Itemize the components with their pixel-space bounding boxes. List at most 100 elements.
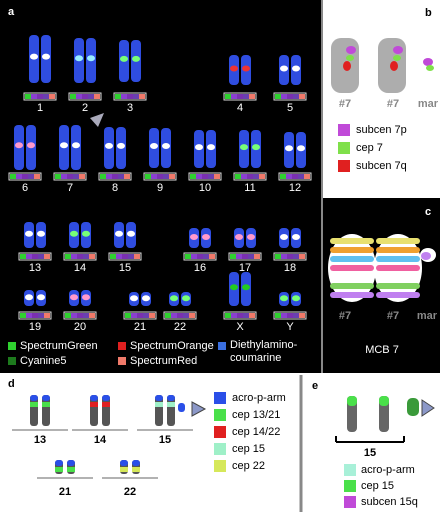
band-cell xyxy=(275,254,281,259)
band-cell xyxy=(71,254,77,259)
legend-swatch xyxy=(344,464,356,476)
legend-swatch xyxy=(218,342,226,350)
legend-text: SpectrumRed xyxy=(130,355,197,367)
fish-signal xyxy=(190,234,198,240)
fish-signal xyxy=(393,55,401,61)
band-cell xyxy=(231,94,237,99)
fish-signal xyxy=(167,395,175,401)
band-cell xyxy=(183,313,189,318)
fish-signal xyxy=(132,460,140,466)
fish-signal xyxy=(346,55,354,61)
mcb-band xyxy=(376,238,420,244)
band-cell xyxy=(165,313,171,318)
band-cell xyxy=(77,313,83,318)
fish-signal xyxy=(195,144,203,151)
band-cell xyxy=(137,313,143,318)
fish-signal xyxy=(132,55,140,62)
band-cell xyxy=(116,254,122,259)
fish-signal xyxy=(60,142,68,149)
fish-signal xyxy=(155,402,163,407)
chromosome-label: 7 xyxy=(67,182,73,194)
fish-signal xyxy=(207,144,215,151)
chromosome-label: mar xyxy=(417,310,438,322)
fish-signal xyxy=(72,142,80,149)
group-label: 15 xyxy=(159,434,171,446)
panel-label: d xyxy=(8,378,15,390)
arrowhead xyxy=(421,399,435,417)
chromosome-label: #7 xyxy=(387,98,399,110)
chromosome-label: 3 xyxy=(127,102,133,114)
band-cell xyxy=(225,94,231,99)
fish-signal xyxy=(102,402,110,407)
band-cell xyxy=(259,174,265,179)
band-cell xyxy=(249,94,255,99)
chromosome-label: 21 xyxy=(134,321,146,333)
fish-signal xyxy=(390,61,398,71)
fish-signal xyxy=(105,142,113,149)
chromosome-label: 1 xyxy=(37,102,43,114)
band-cell xyxy=(94,94,100,99)
band-cell xyxy=(214,174,220,179)
fish-signal xyxy=(202,234,210,240)
band-cell xyxy=(281,313,287,318)
fish-signal xyxy=(150,143,158,149)
band-cell xyxy=(25,94,31,99)
fish-signal xyxy=(393,46,403,54)
legend-swatch xyxy=(214,426,226,438)
fish-signal xyxy=(292,234,300,240)
chromosome-label: 20 xyxy=(74,321,86,333)
band-cell xyxy=(275,94,281,99)
legend-text: SpectrumGreen xyxy=(20,340,98,352)
band-cell xyxy=(237,313,243,318)
legend-swatch xyxy=(344,496,356,508)
chromosome-label: #7 xyxy=(339,98,351,110)
fish-signal xyxy=(178,403,185,412)
legend-swatch xyxy=(214,460,226,472)
mcb-band xyxy=(330,283,374,289)
legend-swatch xyxy=(338,124,350,136)
fish-signal xyxy=(242,284,250,291)
panel-label: a xyxy=(8,6,15,18)
legend-text: SpectrumOrange xyxy=(130,340,214,352)
fish-signal xyxy=(167,402,175,407)
legend-text: acro-p-arm xyxy=(361,464,415,476)
fish-signal xyxy=(27,142,35,149)
band-cell xyxy=(287,254,293,259)
chromosome-label: 22 xyxy=(174,321,186,333)
fish-signal xyxy=(25,294,33,301)
band-cell xyxy=(16,174,22,179)
band-cell xyxy=(293,94,299,99)
legend-text: subcen 15q xyxy=(361,496,418,508)
band-cell xyxy=(293,254,299,259)
band-cell xyxy=(65,313,71,318)
fish-signal xyxy=(120,467,128,472)
fish-signal xyxy=(170,295,178,302)
fish-signal xyxy=(346,46,356,54)
chromosome-label: #7 xyxy=(339,310,351,322)
band-cell xyxy=(177,313,183,318)
fish-signal xyxy=(87,55,95,62)
fish-signal xyxy=(162,143,170,149)
fish-signal xyxy=(297,145,305,152)
legend-text: Diethylamino-coumarine xyxy=(230,339,298,364)
fish-signal xyxy=(120,55,128,62)
chromosome-label: 4 xyxy=(237,102,243,114)
band-cell xyxy=(10,174,16,179)
chromosome-label: 17 xyxy=(239,262,251,274)
band-cell xyxy=(82,94,88,99)
band-cell xyxy=(110,254,116,259)
chromosome-label: X xyxy=(236,321,244,333)
band-cell xyxy=(149,313,155,318)
band-cell xyxy=(49,94,55,99)
band-cell xyxy=(121,94,127,99)
chromosome-label: mar xyxy=(418,98,439,110)
panel-title: MCB 7 xyxy=(365,344,399,356)
band-cell xyxy=(241,174,247,179)
fish-signal xyxy=(42,402,50,407)
band-cell xyxy=(131,313,137,318)
fish-signal xyxy=(102,395,110,401)
fish-signal xyxy=(242,65,250,72)
band-cell xyxy=(20,313,26,318)
